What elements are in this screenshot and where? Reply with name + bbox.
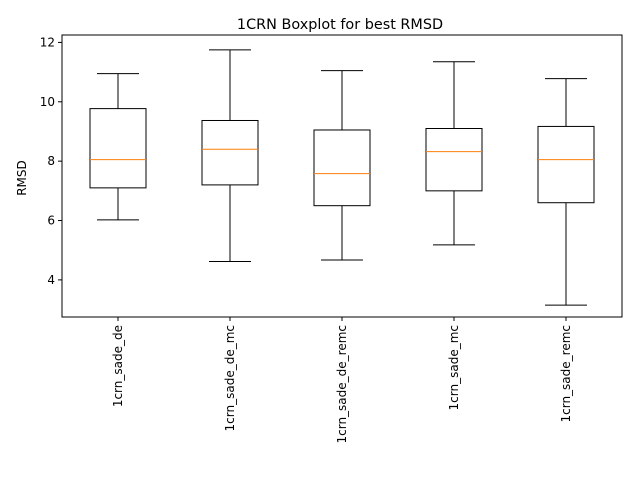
box-iqr [425, 128, 483, 192]
y-tick-label: 12 [40, 35, 55, 49]
x-tick-label: 1crn_sade_remc [559, 325, 573, 423]
y-tick-label: 10 [40, 95, 55, 109]
box-iqr [201, 119, 259, 186]
y-tick-label: 4 [47, 273, 55, 287]
x-tick-label: 1crn_sade_de_mc [223, 325, 237, 431]
y-tick-label: 8 [47, 154, 55, 168]
box-iqr [89, 108, 147, 189]
axes-frame [61, 34, 623, 318]
y-axis-label: RMSD [15, 160, 29, 196]
x-tick-label: 1crn_sade_de [111, 325, 125, 407]
box-iqr [537, 125, 595, 204]
box-iqr [313, 129, 371, 207]
x-tick-label: 1crn_sade_mc [447, 325, 461, 410]
y-tick-label: 6 [47, 214, 55, 228]
chart-title: 1CRN Boxplot for best RMSD [237, 17, 443, 33]
plot-area: 4 6 8 10 12 1crn_sade_de 1crn_sade_de_mc 1crn_s… [40, 35, 595, 444]
x-tick-label: 1crn_sade_de_remc [335, 325, 349, 444]
